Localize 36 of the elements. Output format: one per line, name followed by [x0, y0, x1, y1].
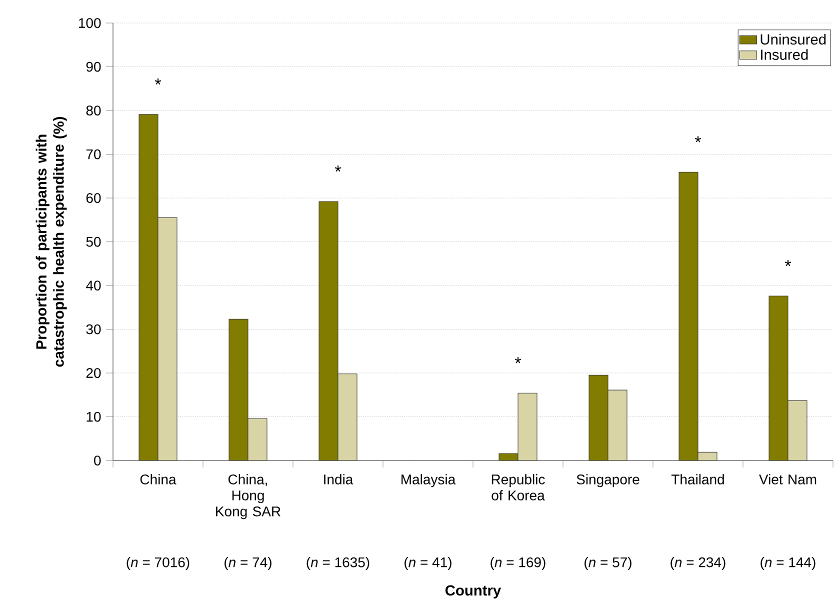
x-axis-title: Country [445, 585, 502, 598]
text: (n = 41) [404, 556, 452, 570]
x-tick-label: Singapore [576, 474, 640, 488]
legend-label: Uninsured [760, 34, 826, 45]
annotation: * [514, 357, 522, 364]
y-tick-label: 50 [86, 236, 101, 247]
y-tick-label: 60 [86, 193, 101, 203]
x-tick-label: India [324, 474, 354, 484]
text: (n = 234) [670, 556, 726, 570]
y-axis-title: Proportion of participants with catastrophic health expenditure (%) [36, 117, 67, 367]
y-tick-label: 100 [79, 18, 101, 28]
y-tick-label: 40 [86, 280, 101, 290]
y-tick-label: 10 [86, 412, 101, 422]
y-tick-label: 30 [86, 324, 101, 334]
annotation: * [334, 166, 342, 172]
x-tick-label: China [140, 474, 176, 484]
text: (n = 1635) [306, 556, 370, 570]
y-tick-label: 20 [86, 368, 101, 378]
annotation: * [154, 78, 162, 85]
x-tick-label: Republic of Korea [492, 474, 545, 500]
text: (n = 57) [584, 556, 632, 570]
y-tick-label: 80 [86, 106, 101, 116]
x-tick-label: China, Hong Kong SAR [216, 474, 280, 520]
x-tick-label: Malaysia [402, 474, 456, 488]
annotation: * [694, 136, 702, 142]
x-tick-label: Viet Nam [759, 474, 816, 484]
annotation: * [784, 260, 792, 266]
legend-label: Insured [761, 49, 808, 60]
text: (n = 144) [760, 556, 816, 570]
x-tick-label: Thailand [671, 474, 724, 484]
text: (n = 74) [224, 556, 272, 570]
text: (n = 7016) [126, 556, 190, 570]
y-tick-label: 0 [94, 456, 101, 466]
y-tick-label: 70 [86, 149, 101, 160]
y-tick-label: 90 [86, 62, 101, 72]
text: (n = 169) [490, 556, 546, 570]
